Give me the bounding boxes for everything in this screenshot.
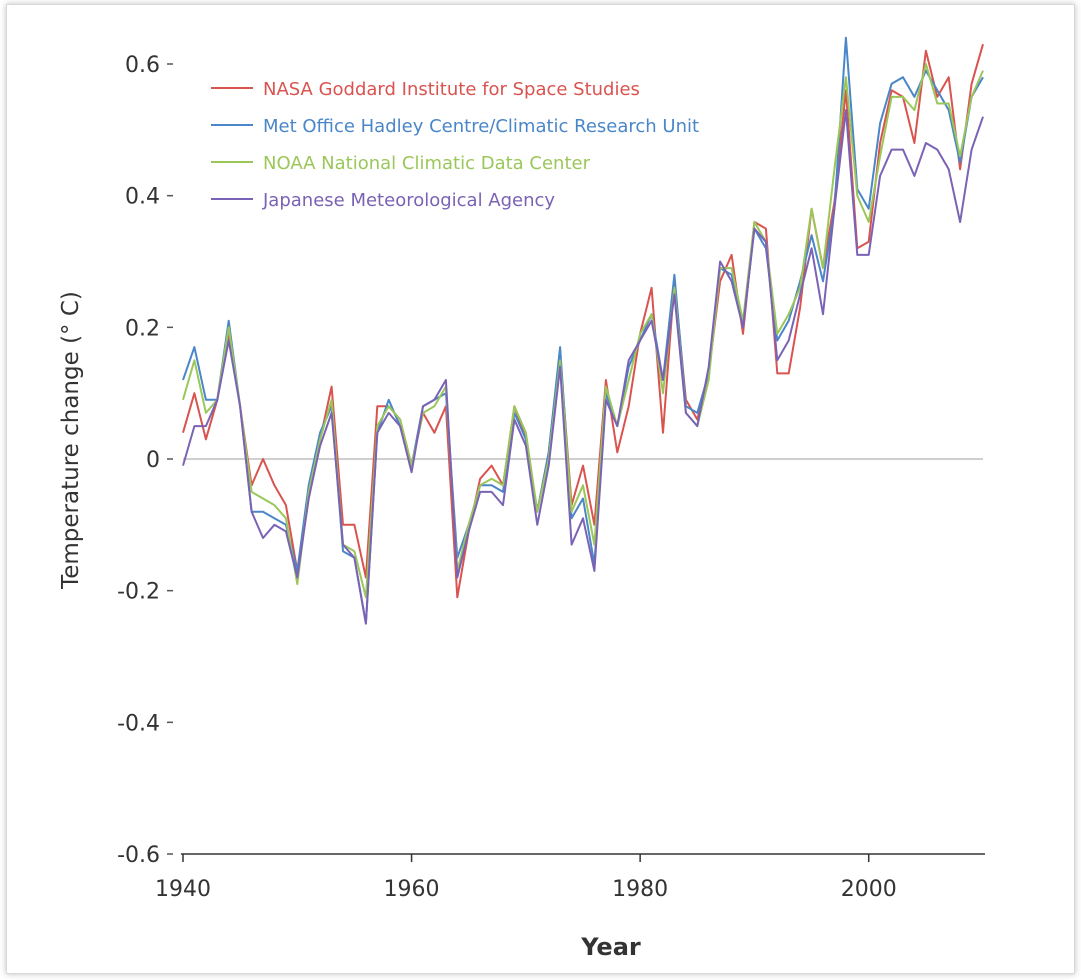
y-axis-title: Temperature change (° C) <box>58 291 84 590</box>
series-line-2 <box>182 36 984 625</box>
y-tick-label: 0 <box>146 448 160 473</box>
y-tick-label: -0.2 <box>117 580 160 605</box>
y-tick-label: -0.4 <box>117 711 160 736</box>
x-ticks: 1940 1960 1980 2000 <box>155 854 897 902</box>
x-tick-label: 1980 <box>612 877 668 902</box>
series-line-4 <box>182 109 984 625</box>
chart-frame <box>6 4 1075 974</box>
y-tick-label: 0.6 <box>125 53 160 78</box>
series-lines <box>182 36 984 625</box>
legend-label: Japanese Meteorological Agency <box>262 190 555 211</box>
legend-label: NASA Goddard Institute for Space Studies <box>263 79 640 100</box>
y-tick-label: 0.2 <box>125 316 160 341</box>
x-tick-label: 2000 <box>841 877 897 902</box>
legend-label: Met Office Hadley Centre/Climatic Resear… <box>263 116 699 137</box>
y-tick-label: -0.6 <box>117 843 160 868</box>
legend: NASA Goddard Institute for Space Studies… <box>211 79 699 211</box>
y-ticks: 0.6 0.4 0.2 0 -0.2 -0.4 -0.6 <box>117 53 173 868</box>
series-line-3 <box>182 63 984 599</box>
x-tick-label: 1940 <box>155 877 211 902</box>
y-tick-label: 0.4 <box>125 185 160 210</box>
legend-label: NOAA National Climatic Data Center <box>263 153 591 174</box>
x-tick-label: 1960 <box>384 877 440 902</box>
x-axis-title: Year <box>580 933 641 961</box>
